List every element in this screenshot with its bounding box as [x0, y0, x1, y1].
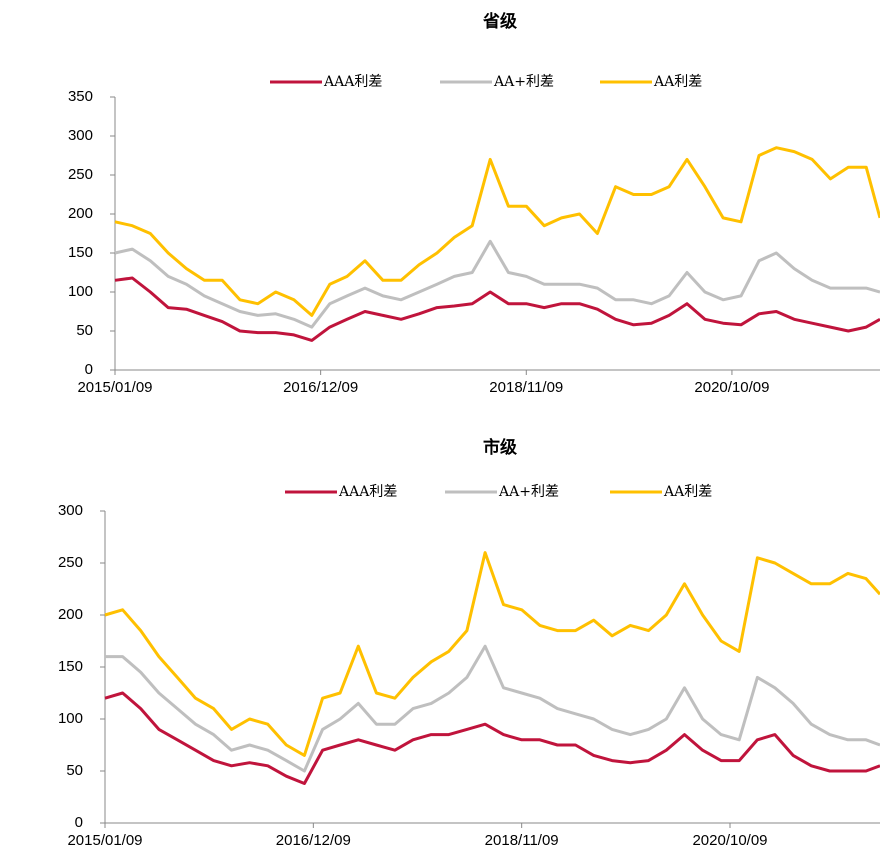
chart-title: 省级	[482, 11, 517, 32]
data-line	[104, 691, 880, 785]
y-tick-label: 100	[58, 710, 83, 727]
x-tick-label: 2016/12/09	[276, 832, 351, 849]
x-tick-label: 2016/12/09	[283, 379, 358, 396]
y-tick-label: 150	[58, 658, 83, 675]
x-tick-label: 2020/10/09	[692, 832, 767, 849]
data-line	[114, 146, 880, 317]
data-line	[114, 239, 880, 329]
y-tick-label: 150	[68, 244, 93, 261]
y-tick-label: 350	[68, 88, 93, 105]
y-tick-label: 100	[68, 283, 93, 300]
x-tick-label: 2015/01/09	[77, 379, 152, 396]
y-tick-label: 250	[68, 166, 93, 183]
x-tick-label: 2020/10/09	[694, 379, 769, 396]
y-tick-label: 50	[66, 762, 83, 779]
y-tick-label: 200	[68, 205, 93, 222]
x-tick-label: 2018/11/09	[489, 379, 563, 396]
chart-title: 市级	[483, 437, 517, 458]
legend-label: AA利差	[653, 74, 702, 90]
legend-label: AA利差	[663, 484, 712, 500]
data-line	[105, 644, 880, 773]
x-tick-label: 2018/11/09	[485, 832, 559, 849]
y-tick-label: 50	[76, 322, 93, 339]
legend-label: AAA利差	[338, 484, 397, 500]
y-tick-label: 200	[58, 606, 83, 623]
legend-label: AAA利差	[323, 74, 382, 90]
data-line	[104, 551, 880, 757]
x-tick-label: 2015/01/09	[67, 832, 142, 849]
legend-label: AA+利差	[493, 74, 554, 90]
y-tick-label: 0	[75, 814, 83, 831]
y-tick-label: 300	[58, 502, 83, 519]
y-tick-label: 0	[85, 361, 93, 378]
legend-label: AA+利差	[498, 484, 559, 500]
y-tick-label: 300	[68, 127, 93, 144]
data-line	[114, 276, 880, 342]
y-tick-label: 250	[58, 554, 83, 571]
